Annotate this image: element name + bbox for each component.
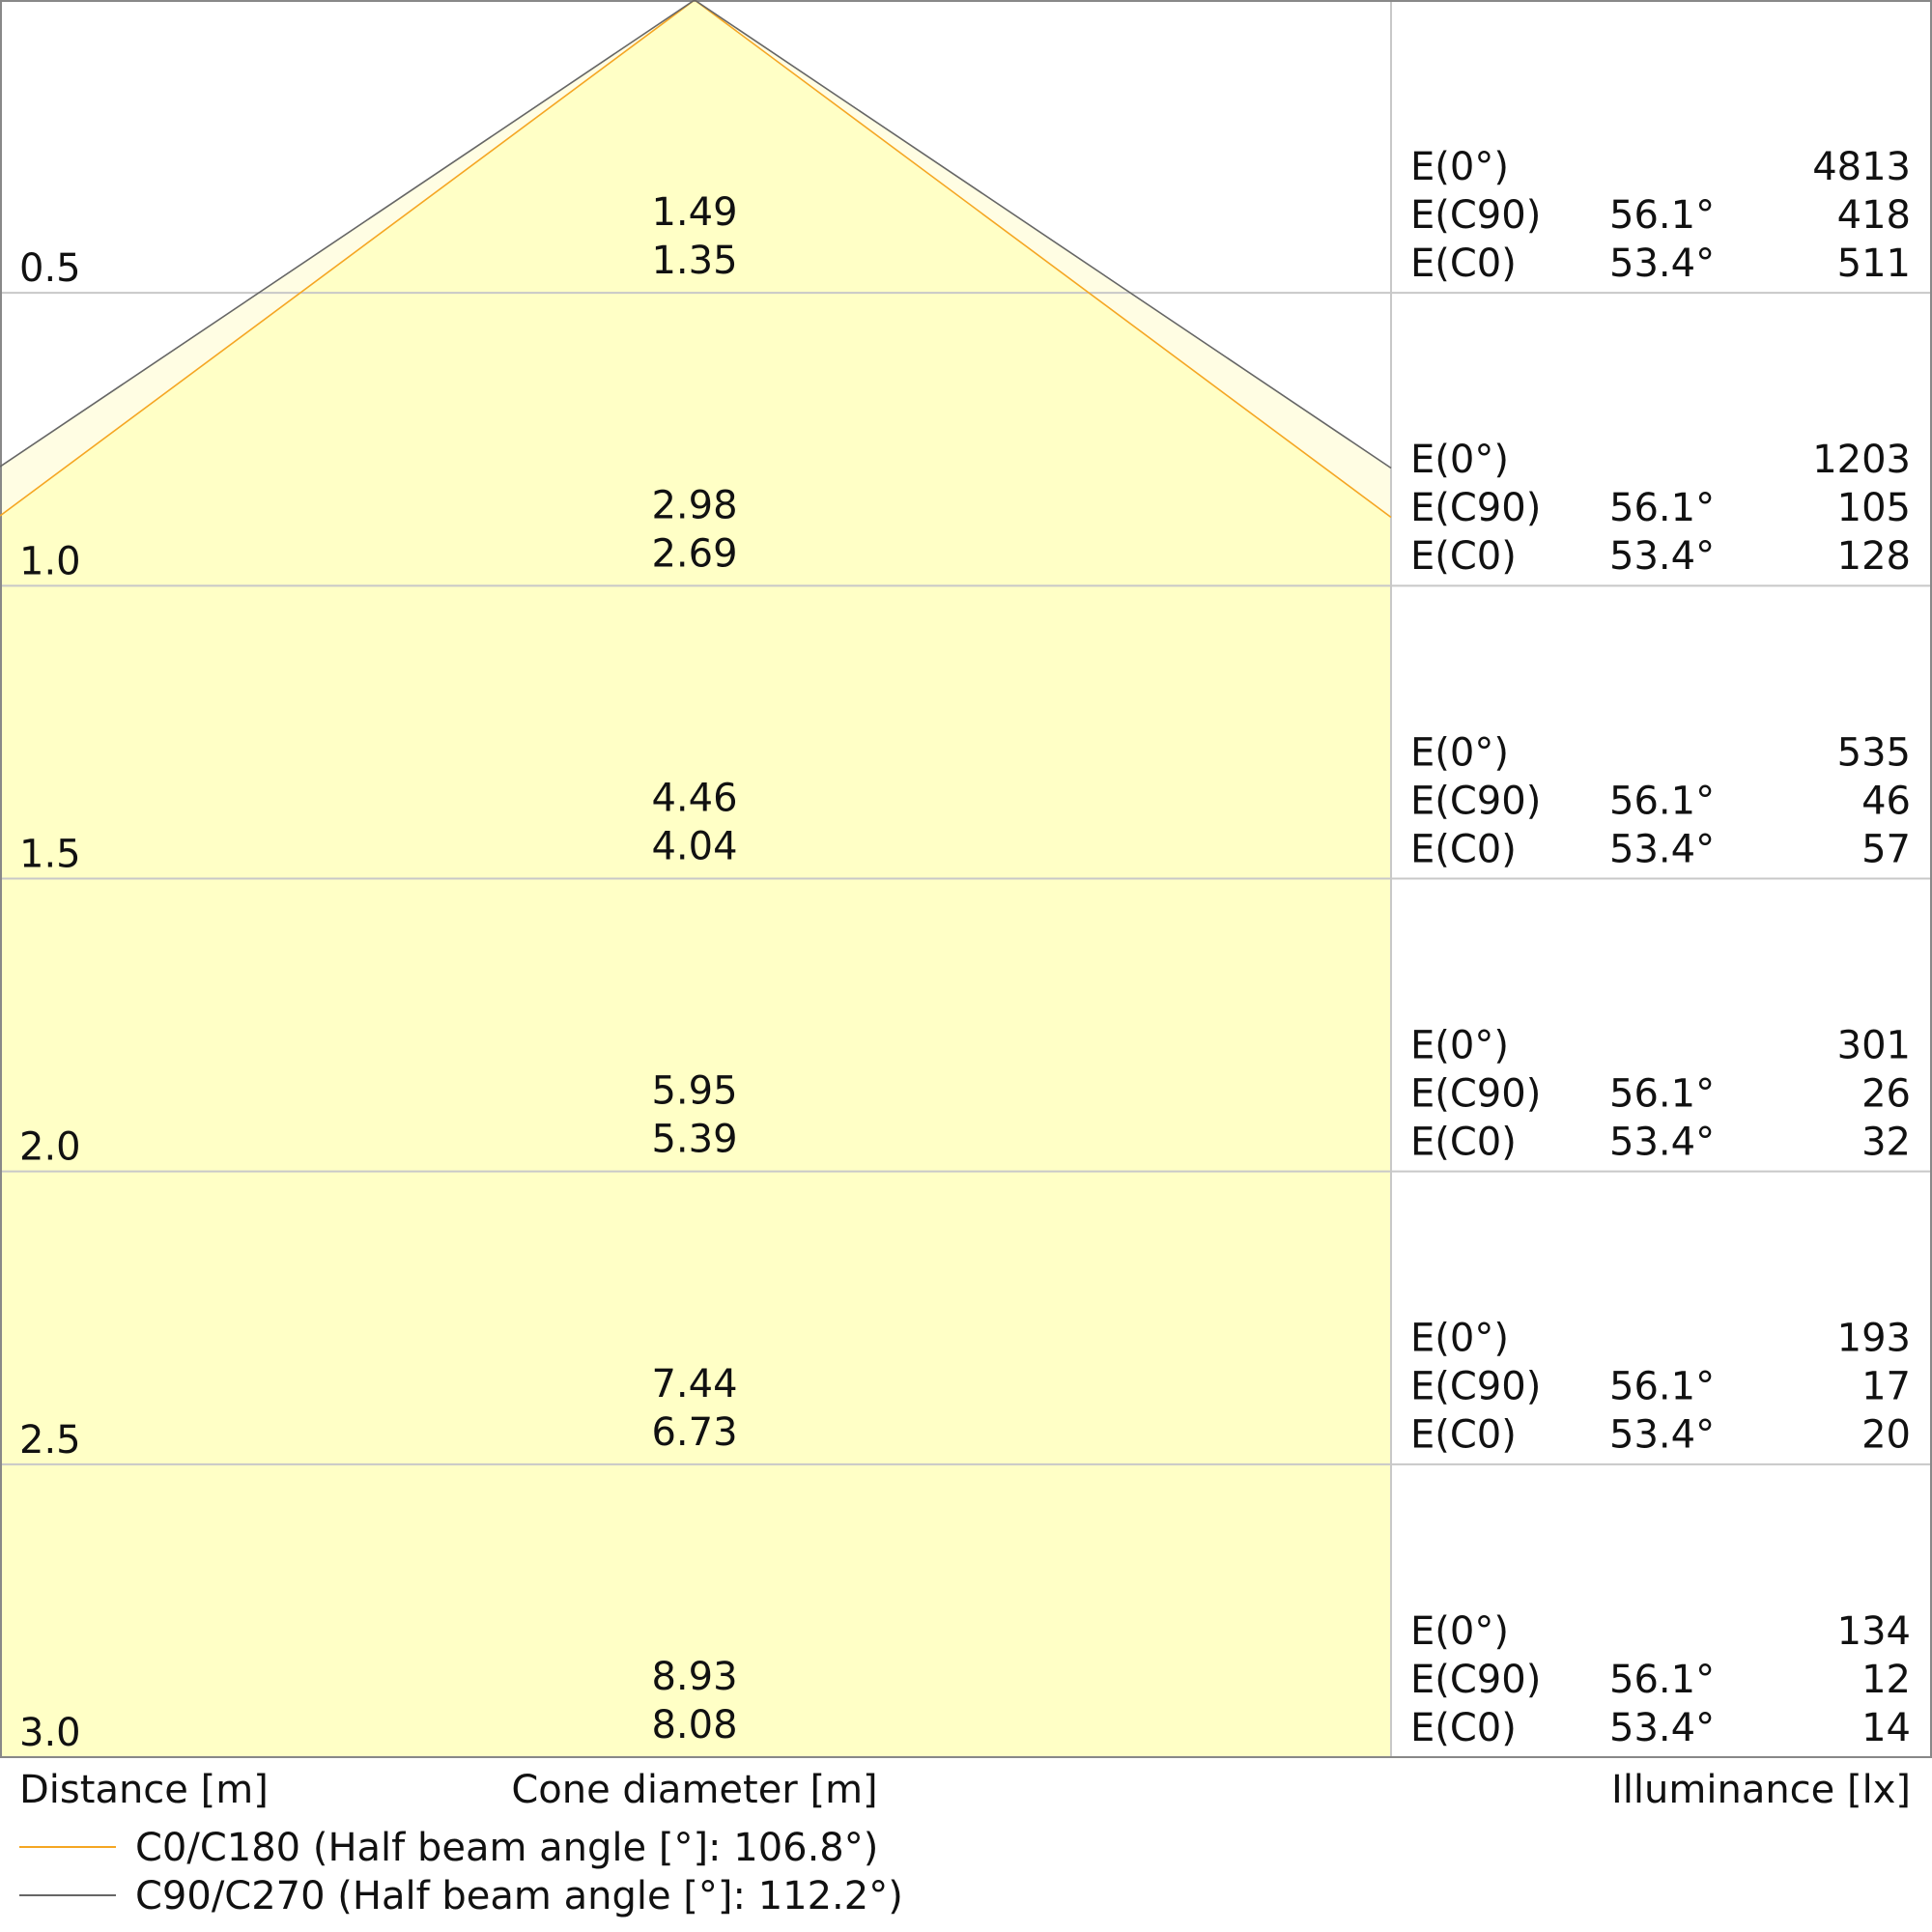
illuminance-e0-value: 134: [1837, 1609, 1911, 1654]
row-1.0: 1.0 2.982.69 E(0°) 1203 E(C90) 56.1° 105 E(C0) 5…: [19, 438, 1911, 583]
illuminance-c0-value: 128: [1837, 534, 1911, 579]
illuminance-c0-angle: 53.4°: [1609, 1706, 1715, 1750]
illuminance-c90-value: 418: [1837, 193, 1911, 238]
illuminance-c0-value: 511: [1837, 242, 1911, 286]
illuminance-c0-angle: 53.4°: [1609, 242, 1715, 286]
illuminance-c90-label: E(C90): [1410, 1365, 1541, 1409]
cone-diameter-c0-label: 2.69: [651, 531, 737, 576]
illuminance-e0-label: E(0°): [1410, 730, 1509, 775]
row-0.5: 0.5 1.491.35 E(0°) 4813 E(C90) 56.1° 418 E(C0) 5…: [19, 145, 1911, 291]
illuminance-c0-label: E(C0): [1410, 1706, 1517, 1750]
cone-diameter-c0-label: 6.73: [651, 1410, 737, 1455]
illuminance-c90-value: 105: [1837, 486, 1911, 530]
illuminance-c0-label: E(C0): [1410, 534, 1517, 579]
row-2.5: 2.5 7.446.73 E(0°) 193 E(C90) 56.1° 17 E(C0) 53.…: [19, 1317, 1911, 1463]
distance-tick-label: 2.5: [19, 1418, 81, 1463]
illuminance-e0-value: 535: [1837, 730, 1911, 775]
distance-tick-label: 1.0: [19, 539, 81, 583]
cone-diameter-c0-label: 4.04: [651, 825, 737, 869]
cone-diameter-c90-label: 5.95: [651, 1069, 737, 1114]
illuminance-e0-label: E(0°): [1410, 438, 1509, 482]
illuminance-e0-value: 301: [1837, 1024, 1911, 1068]
cone-diameter-c0-label: 1.35: [651, 239, 737, 283]
distance-tick-label: 0.5: [19, 246, 81, 291]
x-label-illuminance: Illuminance [lx]: [1611, 1768, 1911, 1812]
plot-border: [0, 0, 1932, 1758]
cone-diameter-c0-label: 5.39: [651, 1118, 737, 1162]
distance-tick-label: 1.5: [19, 833, 81, 877]
legend-label-c90: C90/C270 (Half beam angle [°]: 112.2°): [135, 1874, 903, 1918]
illuminance-c90-value: 17: [1861, 1365, 1911, 1409]
illuminance-e0-value: 4813: [1812, 145, 1911, 189]
illuminance-c90-label: E(C90): [1410, 486, 1541, 530]
cone-diameter-c90-label: 1.49: [651, 190, 737, 235]
row-3.0: 3.0 8.938.08 E(0°) 134 E(C90) 56.1° 12 E(C0) 53.…: [19, 1609, 1911, 1755]
distance-tick-label: 2.0: [19, 1125, 81, 1170]
illuminance-c90-value: 26: [1861, 1072, 1911, 1117]
distance-tick-label: 3.0: [19, 1711, 81, 1755]
illuminance-c0-angle: 53.4°: [1609, 1413, 1715, 1458]
cone-diameter-c90-label: 8.93: [651, 1655, 737, 1699]
illuminance-c90-value: 46: [1861, 779, 1911, 823]
illuminance-c0-label: E(C0): [1410, 242, 1517, 286]
illuminance-c0-label: E(C0): [1410, 1413, 1517, 1458]
illuminance-c90-label: E(C90): [1410, 779, 1541, 823]
illuminance-c0-label: E(C0): [1410, 827, 1517, 871]
illuminance-c90-angle: 56.1°: [1609, 1072, 1715, 1117]
illuminance-c90-angle: 56.1°: [1609, 1365, 1715, 1409]
illuminance-c90-angle: 56.1°: [1609, 779, 1715, 823]
illuminance-c90-angle: 56.1°: [1609, 486, 1715, 530]
illuminance-c0-angle: 53.4°: [1609, 1121, 1715, 1165]
illuminance-c0-angle: 53.4°: [1609, 827, 1715, 871]
illuminance-c90-value: 12: [1861, 1658, 1911, 1702]
cone-diameter-c0-label: 8.08: [651, 1703, 737, 1747]
x-label-cone-diameter: Cone diameter [m]: [511, 1768, 877, 1812]
illuminance-e0-label: E(0°): [1410, 1317, 1509, 1361]
illuminance-c0-value: 14: [1861, 1706, 1911, 1750]
cone-diameter-c90-label: 4.46: [651, 777, 737, 821]
illuminance-e0-label: E(0°): [1410, 1609, 1509, 1654]
illuminance-c0-label: E(C0): [1410, 1121, 1517, 1165]
x-label-distance: Distance [m]: [19, 1768, 269, 1812]
illuminance-c0-value: 32: [1861, 1121, 1911, 1165]
cone-diameter-c90-label: 2.98: [651, 483, 737, 527]
illuminance-c90-label: E(C90): [1410, 1072, 1541, 1117]
illuminance-c0-value: 57: [1861, 827, 1911, 871]
illuminance-c90-label: E(C90): [1410, 193, 1541, 238]
legend-label-c0: C0/C180 (Half beam angle [°]: 106.8°): [135, 1826, 878, 1870]
illuminance-c90-label: E(C90): [1410, 1658, 1541, 1702]
illuminance-e0-label: E(0°): [1410, 145, 1509, 189]
beam-line-c90: [0, 0, 1392, 469]
illuminance-e0-label: E(0°): [1410, 1024, 1509, 1068]
cone-diameter-c90-label: 7.44: [651, 1362, 737, 1406]
illuminance-c0-value: 20: [1861, 1413, 1911, 1458]
illuminance-c0-angle: 53.4°: [1609, 534, 1715, 579]
illuminance-e0-value: 1203: [1812, 438, 1911, 482]
illuminance-c90-angle: 56.1°: [1609, 193, 1715, 238]
row-1.5: 1.5 4.464.04 E(0°) 535 E(C90) 56.1° 46 E(C0) 53.…: [19, 730, 1911, 876]
illuminance-c90-angle: 56.1°: [1609, 1658, 1715, 1702]
illuminance-e0-value: 193: [1837, 1317, 1911, 1361]
beam-line-c0: [0, 0, 1392, 519]
row-2.0: 2.0 5.955.39 E(0°) 301 E(C90) 56.1° 26 E(C0) 53.…: [19, 1024, 1911, 1170]
